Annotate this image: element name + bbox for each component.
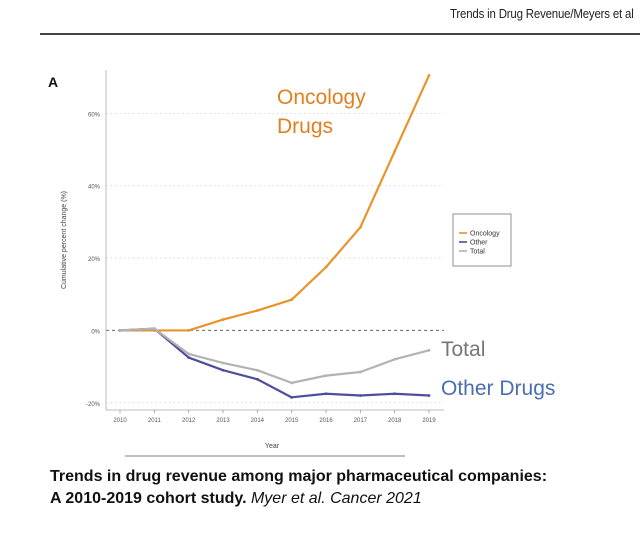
data-point-oncology <box>358 225 362 229</box>
legend-box <box>452 213 512 267</box>
x-axis-title: Year <box>265 443 280 450</box>
data-point-total <box>152 327 156 331</box>
series-line-other <box>119 327 430 399</box>
running-header: Trends in Drug Revenue/Meyers et al <box>450 6 634 21</box>
x-tick-label: 2014 <box>251 418 265 424</box>
data-point-total <box>427 348 431 352</box>
caption-line-1: Trends in drug revenue among major pharm… <box>50 468 548 485</box>
data-point-total <box>187 352 191 356</box>
data-point-oncology <box>255 309 259 312</box>
y-tick-label: 20% <box>88 257 101 263</box>
series-layer <box>118 74 431 399</box>
y-tick-label: 0% <box>91 329 100 335</box>
line-chart: 60% 40% 20% 0% -20% 2010 2011 2012 2013 2014 2015 2… <box>61 70 555 457</box>
data-point-total <box>255 368 259 372</box>
data-point-other <box>393 392 397 396</box>
figure-caption: Trends in drug revenue among major pharm… <box>50 466 547 510</box>
x-tick-label: 2011 <box>148 418 162 424</box>
legend-label: Oncology <box>470 231 500 238</box>
x-tick-label: 2015 <box>285 418 299 424</box>
data-point-oncology <box>324 265 328 269</box>
data-point-oncology <box>187 329 191 332</box>
annotation-oncology-line2: Drugs <box>277 115 333 138</box>
axis-layer: 60% 40% 20% 0% -20% 2010 2011 2012 2013 2014 2015 2… <box>61 70 444 457</box>
data-point-total <box>324 374 328 378</box>
x-tick-label: 2017 <box>354 418 368 424</box>
data-point-total <box>358 370 362 374</box>
data-point-oncology <box>393 149 397 153</box>
data-point-total <box>118 329 122 332</box>
panel-letter: A <box>48 74 59 90</box>
x-tick-label: 2019 <box>422 418 436 424</box>
data-point-other <box>427 394 431 397</box>
data-point-oncology <box>427 74 431 77</box>
y-axis-title: Cumulative percent change (%) <box>61 191 68 289</box>
legend-label: Total <box>470 249 485 256</box>
legend-label: Other <box>470 240 488 247</box>
data-point-oncology <box>221 318 225 321</box>
x-tick-label: 2018 <box>388 418 402 424</box>
caption-citation: Myer et al. Cancer 2021 <box>250 490 422 507</box>
annotation-other-drugs: Other Drugs <box>441 377 555 400</box>
data-point-other <box>358 394 362 397</box>
y-tick-label: 60% <box>88 112 101 118</box>
y-tick-label: 40% <box>88 185 101 191</box>
annotation-oncology-line1: Oncology <box>277 86 366 109</box>
x-tick-label: 2012 <box>182 418 196 424</box>
x-tick-label: 2013 <box>216 418 230 424</box>
annotation-total: Total <box>441 338 485 361</box>
data-point-other <box>255 377 259 381</box>
data-point-total <box>290 381 294 385</box>
x-tick-label: 2010 <box>113 418 127 424</box>
annotation-layer: Oncology Drugs Total Other Drugs <box>277 86 555 400</box>
y-tick-label: -20% <box>86 402 101 408</box>
data-point-total <box>221 361 225 365</box>
legend-layer: Oncology Other Total <box>452 213 512 267</box>
series-line-oncology <box>120 74 431 332</box>
data-point-total <box>393 357 397 361</box>
series-line-total <box>119 327 430 384</box>
data-point-other <box>221 368 225 372</box>
data-point-other <box>324 392 328 396</box>
caption-study: A 2010-2019 cohort study. <box>50 490 247 507</box>
data-point-other <box>290 395 294 399</box>
data-point-other <box>187 356 191 359</box>
x-tick-label: 2016 <box>319 418 333 424</box>
data-point-oncology <box>290 298 294 302</box>
header-rule <box>40 33 640 35</box>
